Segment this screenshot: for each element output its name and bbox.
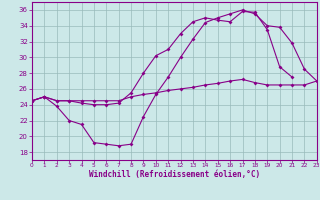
X-axis label: Windchill (Refroidissement éolien,°C): Windchill (Refroidissement éolien,°C) bbox=[89, 170, 260, 179]
